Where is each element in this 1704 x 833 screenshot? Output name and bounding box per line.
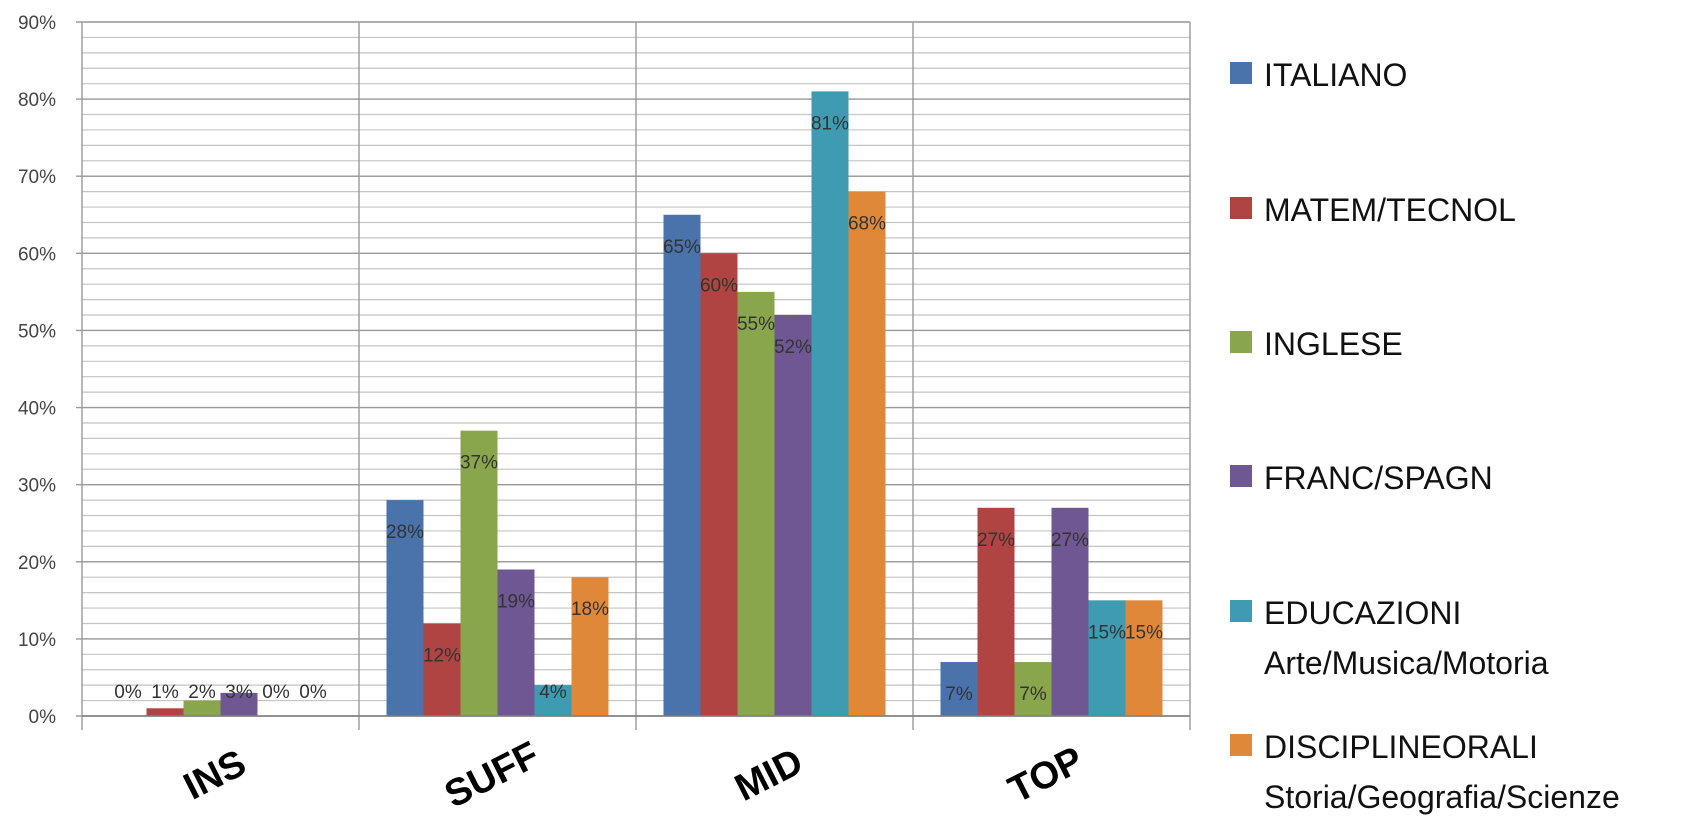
legend-label-line2: Arte/Musica/Motoria bbox=[1264, 645, 1549, 681]
data-label: 15% bbox=[1125, 622, 1163, 643]
data-label: 0% bbox=[299, 682, 327, 703]
data-label: 2% bbox=[188, 682, 216, 703]
bar bbox=[1051, 507, 1089, 716]
y-axis-ticks: 0% 10% 20% 30% 40% 50% 60% 70% 80% 90% bbox=[18, 13, 56, 728]
x-category-label: INS bbox=[177, 742, 253, 808]
bar bbox=[977, 507, 1015, 716]
legend-label: FRANC/SPAGN bbox=[1264, 453, 1493, 503]
y-tick-label: 90% bbox=[18, 13, 56, 34]
bar bbox=[1125, 600, 1163, 716]
legend-swatch bbox=[1230, 465, 1252, 487]
bar bbox=[460, 430, 498, 716]
y-tick-label: 80% bbox=[18, 90, 56, 111]
legend-swatch bbox=[1230, 197, 1252, 219]
y-tick-label: 60% bbox=[18, 244, 56, 265]
x-axis-categories: INS SUFF MID TOP bbox=[177, 734, 1090, 816]
bar bbox=[940, 662, 978, 716]
bar bbox=[1088, 600, 1126, 716]
data-label: 19% bbox=[497, 591, 535, 612]
data-label: 65% bbox=[663, 237, 701, 258]
data-label: 1% bbox=[151, 682, 179, 703]
chart-bars bbox=[146, 91, 1163, 717]
legend-swatch bbox=[1230, 734, 1252, 756]
data-label: 81% bbox=[811, 113, 849, 134]
legend-label-line1: FRANC/SPAGN bbox=[1264, 460, 1493, 496]
bar bbox=[220, 692, 258, 716]
chart-gridlines bbox=[76, 21, 1190, 717]
chart-axes bbox=[81, 22, 1191, 730]
legend-label-line1: MATEM/TECNOL bbox=[1264, 192, 1516, 228]
bar bbox=[737, 291, 775, 716]
legend-label: DISCIPLINEORALI Storia/Geografia/Scienze bbox=[1264, 722, 1620, 822]
data-label: 12% bbox=[423, 645, 461, 666]
y-tick-label: 20% bbox=[18, 553, 56, 574]
y-tick-label: 50% bbox=[18, 321, 56, 342]
data-label: 27% bbox=[977, 530, 1015, 551]
data-label: 55% bbox=[737, 314, 775, 335]
legend-swatch bbox=[1230, 331, 1252, 353]
data-label: 18% bbox=[571, 599, 609, 620]
legend-label-line2: Storia/Geografia/Scienze bbox=[1264, 779, 1620, 815]
data-label: 0% bbox=[262, 682, 290, 703]
data-label: 68% bbox=[848, 214, 886, 235]
data-label: 7% bbox=[945, 684, 973, 705]
legend-swatch bbox=[1230, 600, 1252, 622]
x-category-label: MID bbox=[728, 741, 809, 810]
legend-item: EDUCAZIONI Arte/Musica/Motoria bbox=[1230, 588, 1549, 688]
legend-item: INGLESE bbox=[1230, 319, 1403, 369]
data-label: 52% bbox=[774, 337, 812, 358]
data-label: 27% bbox=[1051, 530, 1089, 551]
bar bbox=[497, 569, 535, 716]
bar bbox=[571, 577, 609, 716]
data-labels: 0% 1% 2% 3% 0% 0% 28% 12% 37% 19% 4% 18% 65% 60% 55%52… bbox=[114, 113, 1163, 705]
bar bbox=[663, 214, 701, 716]
bar bbox=[1014, 662, 1052, 716]
legend-item: MATEM/TECNOL bbox=[1230, 185, 1516, 235]
legend-label-line1: EDUCAZIONI bbox=[1264, 595, 1462, 631]
bar bbox=[700, 253, 738, 717]
legend-item: FRANC/SPAGN bbox=[1230, 453, 1493, 503]
data-label: 15% bbox=[1088, 622, 1126, 643]
data-label: 37% bbox=[460, 453, 498, 474]
y-tick-label: 70% bbox=[18, 167, 56, 188]
bar bbox=[146, 708, 184, 716]
x-category-label: TOP bbox=[1002, 739, 1090, 812]
bar bbox=[386, 500, 424, 716]
legend-label-line1: ITALIANO bbox=[1264, 57, 1408, 93]
bar bbox=[774, 315, 812, 716]
bar bbox=[848, 191, 886, 717]
x-category-label: SUFF bbox=[438, 734, 545, 816]
bar bbox=[183, 700, 221, 716]
bar bbox=[423, 623, 461, 716]
y-tick-label: 10% bbox=[18, 630, 56, 651]
data-label: 60% bbox=[700, 275, 738, 296]
legend-label: MATEM/TECNOL bbox=[1264, 185, 1516, 235]
legend-label-line1: DISCIPLINEORALI bbox=[1264, 729, 1538, 765]
legend-label: ITALIANO bbox=[1264, 50, 1407, 100]
data-label: 4% bbox=[539, 682, 567, 703]
data-label: 7% bbox=[1019, 684, 1047, 705]
bar bbox=[811, 91, 849, 716]
data-label: 0% bbox=[114, 682, 142, 703]
legend-label: EDUCAZIONI Arte/Musica/Motoria bbox=[1264, 588, 1549, 688]
bar bbox=[534, 685, 572, 716]
legend-label-line1: INGLESE bbox=[1264, 326, 1403, 362]
data-label: 3% bbox=[225, 682, 253, 703]
data-label: 28% bbox=[386, 522, 424, 543]
y-tick-label: 0% bbox=[29, 707, 57, 728]
legend-item: DISCIPLINEORALI Storia/Geografia/Scienze bbox=[1230, 722, 1620, 822]
legend-swatch bbox=[1230, 62, 1252, 84]
y-tick-label: 30% bbox=[18, 476, 56, 497]
legend-item: ITALIANO bbox=[1230, 50, 1407, 100]
y-tick-label: 40% bbox=[18, 399, 56, 420]
legend-label: INGLESE bbox=[1264, 319, 1403, 369]
